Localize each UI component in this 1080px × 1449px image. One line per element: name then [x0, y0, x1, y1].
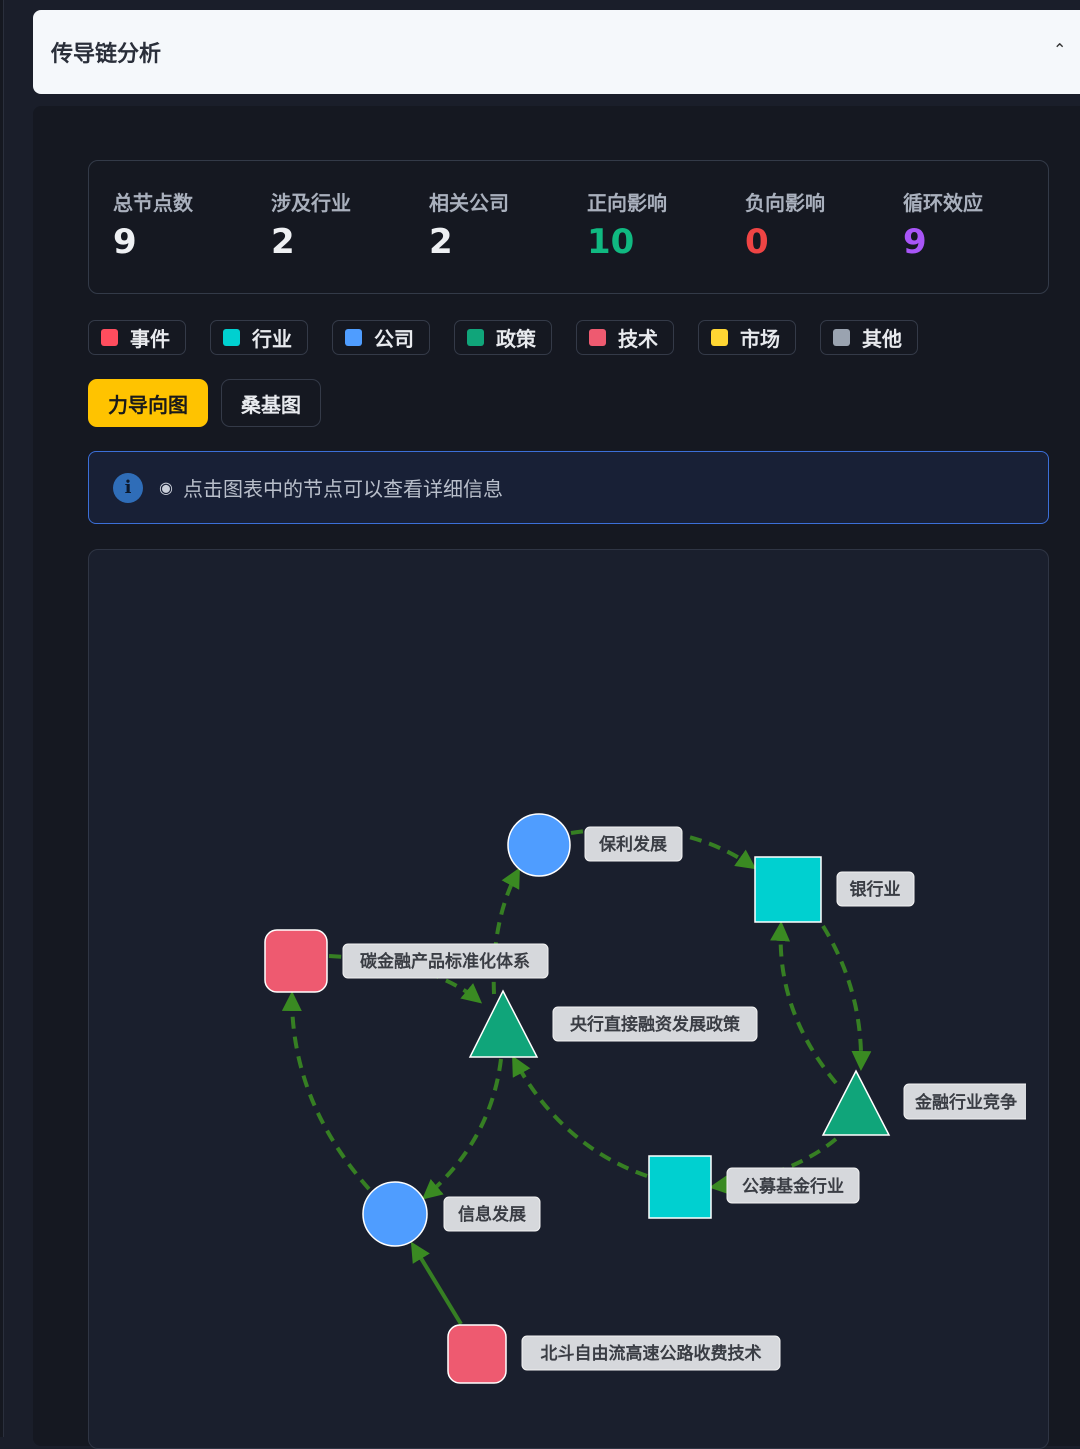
edge: [821, 924, 872, 1071]
node-label: 央行直接融资发展政策: [570, 1014, 741, 1035]
stat-value: 2: [271, 222, 295, 262]
stat-cycles: 循环效应 9: [903, 187, 983, 262]
eye-icon: ◉: [159, 478, 173, 497]
node-label: 碳金融产品标准化体系: [360, 951, 530, 972]
legend-technology[interactable]: 技术: [576, 320, 674, 355]
info-icon: i: [113, 472, 143, 503]
legend-company[interactable]: 公司: [332, 320, 430, 355]
swatch: [101, 329, 118, 346]
force-graph-panel: 保利发展 银行业 碳金融产品标准化体系 央行直接融资发展政策 金融行业竞争 公募…: [88, 549, 1049, 1449]
legend-label: 公司: [374, 327, 414, 351]
node-fincomp[interactable]: 金融行业竞争: [821, 1069, 1048, 1136]
swatch: [711, 329, 728, 346]
edge: [421, 1058, 503, 1200]
stat-label: 总节点数: [113, 191, 193, 215]
stat-industries: 涉及行业 2: [271, 187, 351, 262]
stat-value: 9: [113, 222, 137, 262]
stat-negative: 负向影响 0: [745, 187, 825, 262]
section-title: 传导链分析: [51, 42, 162, 67]
stat-value: 10: [587, 222, 635, 262]
legend-market[interactable]: 市场: [698, 320, 796, 355]
node-label: 公募基金行业: [742, 1176, 844, 1197]
tab-sankey[interactable]: 桑基图: [221, 379, 321, 427]
info-text: 点击图表中的节点可以查看详细信息: [182, 477, 503, 501]
node-label: 金融行业竞争: [914, 1092, 1017, 1113]
left-border: [0, 0, 4, 1437]
stat-value: 2: [429, 222, 453, 262]
force-graph[interactable]: 保利发展 银行业 碳金融产品标准化体系 央行直接融资发展政策 金融行业竞争 公募…: [89, 550, 1048, 1449]
legend-label: 政策: [496, 327, 536, 351]
legend-label: 市场: [740, 327, 780, 351]
legend-industry[interactable]: 行业: [210, 320, 308, 355]
legend-label: 事件: [130, 327, 170, 351]
legend-label: 其他: [862, 327, 902, 351]
stat-companies: 相关公司 2: [429, 187, 509, 262]
edge: [281, 991, 371, 1191]
stat-value: 9: [903, 222, 927, 262]
stat-label: 正向影响: [587, 191, 667, 215]
legend-label: 技术: [618, 327, 658, 351]
stat-total-nodes: 总节点数 9: [113, 187, 193, 262]
node-carbon[interactable]: 碳金融产品标准化体系: [264, 929, 549, 993]
edge: [491, 867, 520, 995]
swatch: [223, 329, 240, 346]
view-tabs: 力导向图 桑基图: [88, 379, 321, 427]
legend: 事件 行业 公司 政策 技术 市场 其他: [88, 320, 918, 355]
edge: [410, 1241, 463, 1326]
swatch: [833, 329, 850, 346]
node-beidou[interactable]: 北斗自由流高速公路收费技术: [447, 1324, 781, 1384]
chevron-up-icon[interactable]: ⌃: [1053, 40, 1067, 59]
node-baoli[interactable]: 保利发展: [507, 813, 683, 877]
node-label: 信息发展: [458, 1204, 526, 1225]
node-pboc[interactable]: 央行直接融资发展政策: [468, 989, 758, 1058]
stat-value: 0: [745, 222, 769, 262]
tab-force-graph[interactable]: 力导向图: [88, 379, 208, 427]
node-info[interactable]: 信息发展: [362, 1181, 541, 1247]
edge: [512, 1055, 648, 1178]
swatch: [589, 329, 606, 346]
node-label: 保利发展: [598, 834, 667, 855]
stat-label: 相关公司: [429, 191, 509, 215]
legend-label: 行业: [252, 327, 292, 351]
legend-event[interactable]: 事件: [88, 320, 186, 355]
edge: [770, 921, 838, 1085]
stats-summary: 总节点数 9 涉及行业 2 相关公司 2 正向影响 10 负向影响 0 循环效应 9: [88, 160, 1049, 294]
section-header[interactable]: 传导链分析 ⌃: [33, 10, 1080, 94]
stat-label: 负向影响: [745, 191, 825, 215]
node-bank[interactable]: 银行业: [754, 856, 915, 923]
stat-label: 循环效应: [903, 191, 983, 215]
node-label: 银行业: [850, 879, 901, 900]
node-fund[interactable]: 公募基金行业: [648, 1155, 860, 1219]
stat-positive: 正向影响 10: [587, 187, 667, 262]
legend-other[interactable]: 其他: [820, 320, 918, 355]
stat-label: 涉及行业: [271, 191, 351, 215]
legend-policy[interactable]: 政策: [454, 320, 552, 355]
swatch: [345, 329, 362, 346]
swatch: [467, 329, 484, 346]
node-label: 北斗自由流高速公路收费技术: [541, 1343, 762, 1364]
info-banner: i ◉ 点击图表中的节点可以查看详细信息: [88, 451, 1049, 524]
